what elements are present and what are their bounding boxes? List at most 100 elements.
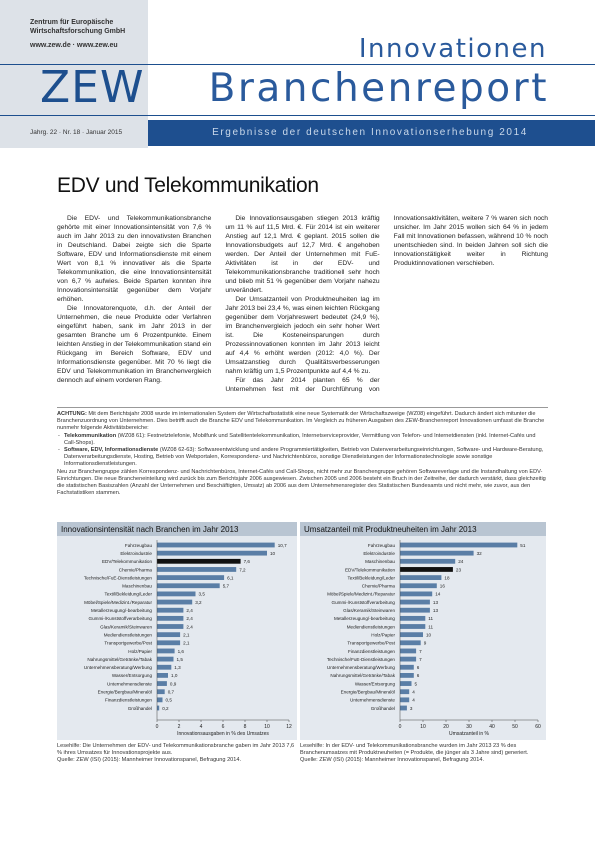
chart-title-bar [300, 522, 546, 536]
x-tick-label: 0 [399, 724, 402, 730]
chart-title-bar [57, 522, 297, 536]
x-tick-label: 50 [512, 724, 518, 730]
bar [157, 575, 225, 580]
category-label: Nahrungsmittel/Getränke/Tabak [87, 657, 152, 662]
value-label: 5,7 [223, 584, 230, 589]
category-label: Unternehmensberatung/Werbung [84, 665, 153, 670]
category-label: Finanzdienstleistungen [348, 649, 395, 654]
x-tick-label: 12 [286, 724, 292, 730]
bar [400, 542, 518, 548]
category-label: Energie/Bergbau/Mineralöl [98, 690, 152, 695]
category-label: Möbel/Spiele/Medizint./Reparatur [327, 592, 395, 597]
bar [157, 656, 174, 662]
category-label: Unternehmensdienste [107, 681, 152, 686]
value-label: 7,2 [239, 567, 246, 572]
institute-line: Wirtschaftsforschung GmbH [30, 28, 126, 35]
category-label: Wasser/Entsorgung [355, 681, 396, 686]
category-label: Transportgewerbe/Post [104, 641, 152, 646]
category-label: Mediendienstleistungen [104, 632, 153, 637]
category-label: Technische/FuE-Dienstleistungen [327, 657, 396, 662]
category-label: Glas/Keramik/Steinwaren [100, 624, 152, 629]
category-label: Maschinenbau [365, 559, 395, 564]
category-label: Holz/Papier [128, 649, 152, 654]
note-text: Mit dem Berichtsjahr 2008 wurde im inter… [57, 411, 545, 432]
value-label: 1,6 [178, 649, 185, 654]
category-label: Unternehmensdienste [350, 698, 395, 703]
bar [400, 615, 426, 621]
bar [157, 624, 184, 629]
note-text: (WZ08 61): Festnetztelefonie, Mobilfunk … [64, 432, 536, 446]
bar [400, 664, 414, 670]
paragraph: Für das Jahr 2014 planten 65 % der Unter… [225, 215, 548, 393]
category-label: Metallerzeugung/-bearbeitung [334, 616, 395, 621]
chart: Innovationsintensität nach Branchen im J… [57, 522, 297, 740]
note-item: Telekommunikation (WZ08 61): Festnetztel… [58, 432, 548, 447]
bar [400, 681, 412, 686]
category-label: Mediendienstleistungen [347, 624, 396, 629]
paragraph: Die Innovationsausgaben stiegen 2013 krä… [225, 215, 380, 294]
note-label: ACHTUNG: [57, 411, 87, 417]
paragraph: Der Umsatzanteil von Produktneuheiten la… [225, 296, 380, 375]
value-label: 6 [417, 665, 420, 670]
category-label: Maschinenbau [122, 584, 152, 589]
paragraph: Die EDV- und Telekommunikationsbranche g… [57, 215, 212, 303]
category-label: Gummi-/Kunststoffverarbeitung [89, 616, 153, 621]
series-top: Innovationen [358, 34, 547, 64]
x-tick-label: 6 [222, 724, 225, 730]
bar [157, 640, 181, 646]
bar [157, 697, 163, 703]
chart-title: Umsatzanteil mit Produktneuheiten im Jah… [304, 525, 477, 534]
value-label: 0,7 [168, 690, 175, 695]
bar [157, 681, 167, 686]
bar [157, 648, 175, 654]
bar [157, 591, 196, 597]
category-label: Möbel/Spiele/Medizint./Reparatur [84, 600, 152, 605]
note-text: (WZ08 62-63): Softwareentwicklung und an… [64, 447, 544, 468]
subtitle: Ergebnisse der deutschen Innovationserhe… [212, 127, 528, 138]
value-label: 9 [424, 641, 427, 646]
value-label: 11 [428, 624, 433, 629]
x-tick-label: 10 [420, 724, 426, 730]
category-label: EDV/Telekommunikation [102, 559, 152, 564]
x-axis-title: Innovationsausgaben in % des Umsatzes [177, 731, 269, 737]
bar [400, 583, 437, 589]
bar [400, 689, 410, 695]
article-title: EDV und Telekommunikation [57, 174, 319, 197]
caption-reading: Lesehilfe: In der EDV- und Telekommunika… [300, 743, 529, 757]
bar [400, 697, 410, 703]
x-tick-label: 10 [264, 724, 270, 730]
value-label: 2,4 [186, 616, 193, 621]
category-label: Technische/FuE-Dienstleistungen [84, 575, 153, 580]
category-label: Transportgewerbe/Post [347, 641, 395, 646]
category-label: Großhandel [371, 706, 395, 711]
value-label: 0,5 [166, 698, 173, 703]
rule [0, 115, 595, 116]
category-label: Glas/Keramik/Steinwaren [343, 608, 395, 613]
category-label: Metallerzeugung/-bearbeitung [91, 608, 152, 613]
paragraph: Die Innovatorenquote, d.h. der Anteil de… [57, 305, 212, 384]
chart-title: Innovationsintensität nach Branchen im J… [61, 525, 239, 534]
bar [157, 558, 241, 564]
article-body: Die EDV- und Telekommunikationsbranche g… [57, 214, 548, 400]
caption-source: Quelle: ZEW (ISI) (2015): Mannheimer Inn… [57, 757, 242, 764]
value-label: 7 [419, 657, 422, 662]
value-label: 2,1 [183, 641, 190, 646]
institute-line: Zentrum für Europäische [30, 19, 114, 26]
x-tick-label: 40 [489, 724, 495, 730]
bar [400, 673, 414, 678]
value-label: 10 [426, 632, 432, 637]
value-label: 10 [270, 551, 276, 556]
chart-background [57, 522, 297, 740]
bar [400, 624, 426, 629]
value-label: 0,9 [170, 681, 177, 686]
value-label: 16 [440, 584, 446, 589]
value-label: 0,2 [162, 706, 169, 711]
x-tick-label: 30 [466, 724, 472, 730]
category-label: Chemie/Pharma [362, 584, 396, 589]
bar [157, 607, 184, 613]
bar [157, 542, 275, 548]
bar [157, 673, 168, 678]
value-label: 11 [428, 616, 433, 621]
rule [0, 64, 595, 65]
